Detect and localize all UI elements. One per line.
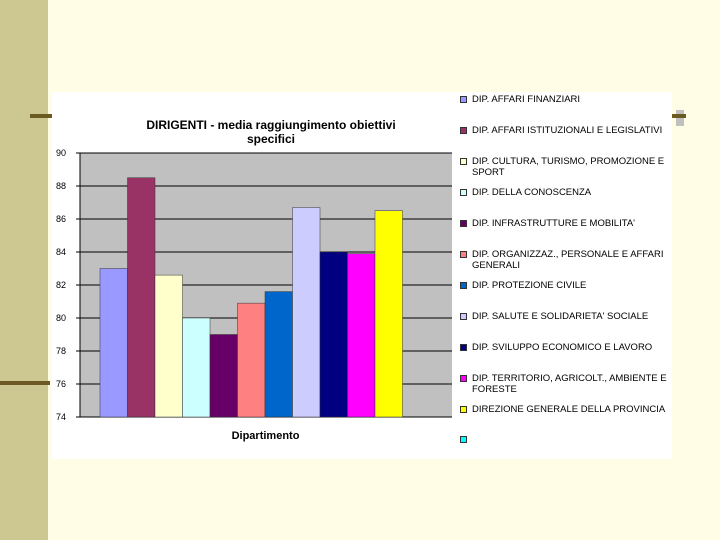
y-tick-label: 88 bbox=[56, 181, 66, 191]
bar bbox=[154, 274, 183, 418]
decorative-rule-right bbox=[672, 114, 686, 118]
decorative-box-right bbox=[676, 110, 684, 126]
legend-label: DIREZIONE GENERALE DELLA PROVINCIA bbox=[472, 404, 666, 415]
legend-swatch bbox=[460, 220, 467, 227]
legend-swatch bbox=[460, 375, 467, 382]
legend-swatch bbox=[460, 344, 467, 351]
y-tick-label: 84 bbox=[56, 247, 66, 257]
y-tick-label: 82 bbox=[56, 280, 66, 290]
y-tick-label: 80 bbox=[56, 313, 66, 323]
y-tick-label: 90 bbox=[56, 148, 66, 158]
legend-label: DIP. AFFARI FINANZIARI bbox=[472, 94, 581, 105]
legend-swatch bbox=[460, 282, 467, 289]
legend-swatch bbox=[460, 96, 467, 103]
legend-swatch bbox=[460, 127, 467, 134]
bar bbox=[237, 302, 266, 418]
legend-label: DIP. PROTEZIONE CIVILE bbox=[472, 280, 587, 291]
bar bbox=[182, 317, 211, 418]
legend-label: DIP. ORGANIZZAZ., PERSONALE E AFFARI GEN… bbox=[472, 249, 664, 271]
legend-swatch bbox=[460, 251, 467, 258]
bar bbox=[99, 268, 128, 418]
decorative-rule-left bbox=[30, 114, 54, 118]
decorative-rule-left-lower bbox=[0, 381, 50, 385]
legend-swatch bbox=[460, 406, 467, 413]
y-tick-label: 86 bbox=[56, 214, 66, 224]
legend-swatch bbox=[460, 158, 467, 165]
chart-panel: 90 88 86 84 82 80 78 76 74 DIRIGENTI - media rag… bbox=[52, 92, 672, 459]
chart-plot: 90 88 86 84 82 80 78 76 74 bbox=[56, 148, 452, 422]
bar bbox=[127, 177, 156, 418]
legend-label: DIP. TERRITORIO, AGRICOLT., AMBIENTE E F… bbox=[472, 373, 667, 395]
bar bbox=[347, 253, 376, 418]
legend-label: DIP. DELLA CONOSCENZA bbox=[472, 187, 592, 198]
bar bbox=[319, 251, 348, 418]
legend-label: DIP. SVILUPPO ECONOMICO E LAVORO bbox=[472, 342, 653, 353]
bar bbox=[264, 291, 293, 418]
bar bbox=[292, 207, 321, 418]
legend-label: DIP. AFFARI ISTITUZIONALI E LEGISLATIVI bbox=[472, 125, 663, 136]
legend-swatch bbox=[460, 189, 467, 196]
legend-label: DIP. SALUTE E SOLIDARIETA' SOCIALE bbox=[472, 311, 649, 322]
legend-swatch bbox=[460, 313, 467, 320]
legend-swatch bbox=[460, 436, 467, 443]
chart-title: DIRIGENTI - media raggiungimento obietti… bbox=[146, 118, 396, 146]
legend-label: DIP. CULTURA, TURISMO, PROMOZIONE E SPOR… bbox=[472, 156, 665, 178]
bar bbox=[374, 210, 403, 418]
y-tick-label: 78 bbox=[56, 346, 66, 356]
left-decorative-stripe bbox=[0, 0, 48, 540]
legend-label: DIP. INFRASTRUTTURE E MOBILITA' bbox=[472, 218, 635, 229]
bar bbox=[209, 334, 238, 418]
x-axis-title: Dipartimento bbox=[231, 430, 300, 442]
y-tick-label: 74 bbox=[56, 412, 66, 422]
y-tick-label: 76 bbox=[56, 379, 66, 389]
